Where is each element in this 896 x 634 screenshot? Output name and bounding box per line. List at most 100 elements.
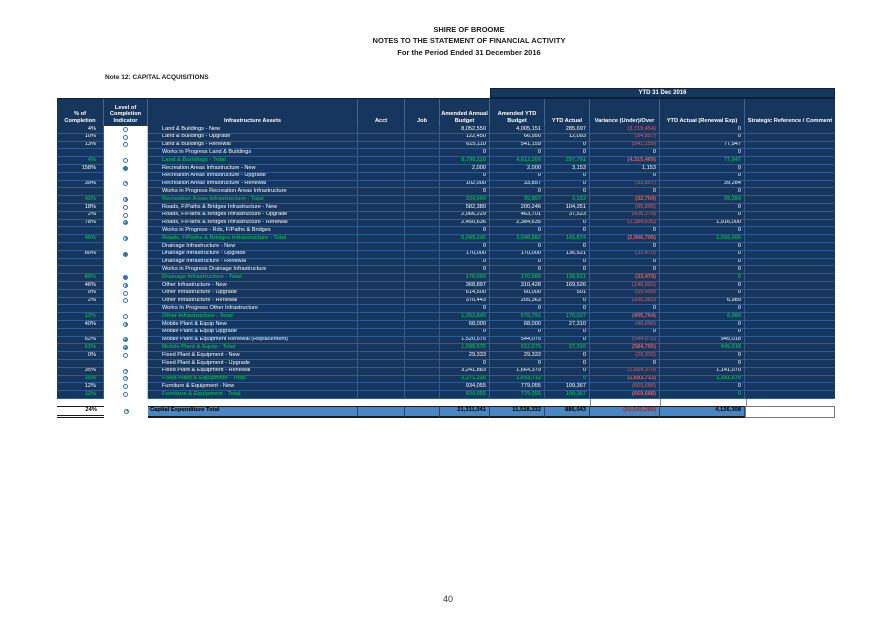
ytd-banner: YTD 31 Dec 2016 bbox=[490, 88, 835, 98]
completion-indicator-cell bbox=[104, 281, 148, 290]
completion-indicator-cell bbox=[104, 352, 148, 360]
amended-ytd-budget-value: 779,055 bbox=[490, 391, 545, 399]
completion-pct: 39% bbox=[57, 180, 104, 189]
amended-annual-budget-value: 934,055 bbox=[440, 391, 490, 399]
amended-annual-budget-value: 0 bbox=[440, 172, 490, 181]
table-row: Works in Progress Drainage Infrastructur… bbox=[57, 266, 835, 275]
variance-value: (54,857) bbox=[590, 133, 660, 142]
completion-circle-icon bbox=[123, 142, 128, 148]
strategic-comment-cell bbox=[745, 164, 835, 173]
amended-annual-budget-value: 29,333 bbox=[440, 352, 490, 360]
table-row: 13% Other Infrastructure - Total 1,353,8… bbox=[57, 313, 835, 321]
asset-name: Drainage Infrastructure - Renewal bbox=[148, 258, 358, 267]
amended-ytd-budget-value: 0 bbox=[490, 227, 545, 236]
ytd-actual-renewal-value: 6,989 bbox=[660, 297, 745, 306]
table-row: 35% Fixed Plant & Equipment - Renewal 3,… bbox=[57, 367, 835, 376]
completion-circle-icon bbox=[123, 181, 128, 187]
completion-indicator-cell bbox=[104, 141, 148, 150]
table-row: 80% Drainage Infrastructure - Total 170,… bbox=[57, 274, 835, 282]
acct-cell bbox=[358, 250, 405, 259]
completion-circle-icon bbox=[123, 384, 128, 390]
ytd-actual-renewal-value: 0 bbox=[660, 266, 745, 275]
ytd-actual-value: 0 bbox=[545, 297, 590, 306]
completion-indicator-cell bbox=[104, 289, 148, 298]
amended-ytd-budget-value: 29,333 bbox=[490, 352, 545, 360]
asset-name: Drainage Infrastructure - Upgrade bbox=[148, 250, 358, 259]
amended-annual-budget-value: 170,000 bbox=[440, 274, 490, 282]
asset-name: Land & Buildings - Total bbox=[148, 157, 358, 165]
amended-annual-budget-value: 104,000 bbox=[440, 196, 490, 204]
strategic-comment-cell bbox=[745, 289, 835, 298]
completion-circle-icon bbox=[123, 134, 128, 140]
completion-indicator-cell bbox=[104, 336, 148, 345]
ytd-actual-value: 501 bbox=[545, 289, 590, 298]
amended-annual-budget-value: 0 bbox=[440, 328, 490, 337]
completion-circle-icon bbox=[123, 290, 128, 296]
amended-ytd-budget-value: 0 bbox=[490, 305, 545, 314]
completion-indicator-cell bbox=[104, 203, 148, 212]
completion-indicator-cell bbox=[104, 164, 148, 173]
completion-indicator-cell bbox=[104, 196, 148, 204]
table-row: Works In Progress Other Infrastructure 0… bbox=[57, 305, 835, 314]
amended-annual-budget-value: 1,520,575 bbox=[440, 336, 490, 345]
completion-indicator-cell bbox=[104, 328, 148, 337]
completion-pct bbox=[57, 172, 104, 181]
completion-pct: 40% bbox=[57, 320, 104, 329]
ytd-actual-renewal-value: 0 bbox=[660, 305, 745, 314]
job-cell bbox=[405, 242, 440, 251]
grand-total-annual: 21,311,041 bbox=[440, 405, 490, 418]
completion-pct bbox=[57, 227, 104, 236]
asset-name: Other Infrastructure - Upgrade bbox=[148, 289, 358, 298]
amended-ytd-budget-value: 35,857 bbox=[490, 196, 545, 204]
acct-cell bbox=[358, 305, 405, 314]
strategic-comment-cell bbox=[745, 188, 835, 197]
header-ytd-actual-renewal: YTD Actual (Renewal Exp) bbox=[660, 99, 745, 126]
table-row: 4% Land & Buildings - Total 8,790,110 4,… bbox=[57, 157, 835, 165]
variance-value: (32,704) bbox=[590, 196, 660, 204]
ytd-actual-value: 0 bbox=[545, 227, 590, 236]
variance-value: 0 bbox=[590, 258, 660, 267]
completion-pct: 10% bbox=[57, 133, 104, 142]
amended-annual-budget-value: 0 bbox=[440, 258, 490, 267]
acct-cell bbox=[358, 242, 405, 251]
job-cell bbox=[405, 203, 440, 212]
completion-circle-icon bbox=[123, 220, 128, 226]
ytd-actual-value: 0 bbox=[545, 328, 590, 337]
ytd-actual-value: 109,367 bbox=[545, 383, 590, 392]
variance-value: (1,664,379) bbox=[590, 367, 660, 376]
job-cell bbox=[405, 149, 440, 158]
ytd-actual-renewal-value: 1,916,000 bbox=[660, 235, 745, 243]
amended-annual-budget-value: 2,450,636 bbox=[440, 219, 490, 228]
completion-circle-icon bbox=[123, 251, 128, 257]
asset-name: Other Infrastructure - Total bbox=[148, 313, 358, 321]
acct-cell bbox=[358, 180, 405, 189]
table-row: 40% Roads, F/Paths & Bridges Infrastruct… bbox=[57, 235, 835, 243]
amended-ytd-budget-value: 200,246 bbox=[490, 203, 545, 212]
table-row: Works in Progress - Rds, F/Paths & Bridg… bbox=[57, 227, 835, 236]
strategic-comment-cell bbox=[745, 383, 835, 392]
header-completion-indicator: Level of Completion Indicator bbox=[104, 99, 148, 126]
amended-ytd-budget-value: 60,000 bbox=[490, 289, 545, 298]
variance-value: 0 bbox=[590, 359, 660, 368]
job-cell bbox=[405, 289, 440, 298]
table-row: 80% Drainage Infrastructure - Upgrade 17… bbox=[57, 250, 835, 259]
amended-ytd-budget-value: 0 bbox=[490, 359, 545, 368]
ytd-actual-value: 0 bbox=[545, 375, 590, 384]
amended-annual-budget-value: 3,271,216 bbox=[440, 375, 490, 384]
strategic-comment-cell bbox=[745, 219, 835, 228]
amended-ytd-budget-value: 68,000 bbox=[490, 320, 545, 329]
strategic-comment-cell bbox=[745, 133, 835, 142]
amended-annual-budget-value: 2,066,229 bbox=[440, 211, 490, 220]
ytd-actual-renewal-value: 0 bbox=[660, 211, 745, 220]
header-ytd-actual: YTD Actual bbox=[545, 99, 590, 126]
job-cell bbox=[405, 320, 440, 329]
acct-cell bbox=[358, 141, 405, 150]
strategic-comment-cell bbox=[745, 203, 835, 212]
ytd-actual-value: 3,153 bbox=[545, 196, 590, 204]
header-amended-ytd-budget: Amended YTD Budget bbox=[490, 99, 545, 126]
amended-annual-budget-value: 1,353,840 bbox=[440, 313, 490, 321]
completion-circle-icon bbox=[123, 126, 128, 132]
job-cell bbox=[405, 133, 440, 142]
acct-cell bbox=[358, 313, 405, 321]
ytd-actual-value: 0 bbox=[545, 367, 590, 376]
